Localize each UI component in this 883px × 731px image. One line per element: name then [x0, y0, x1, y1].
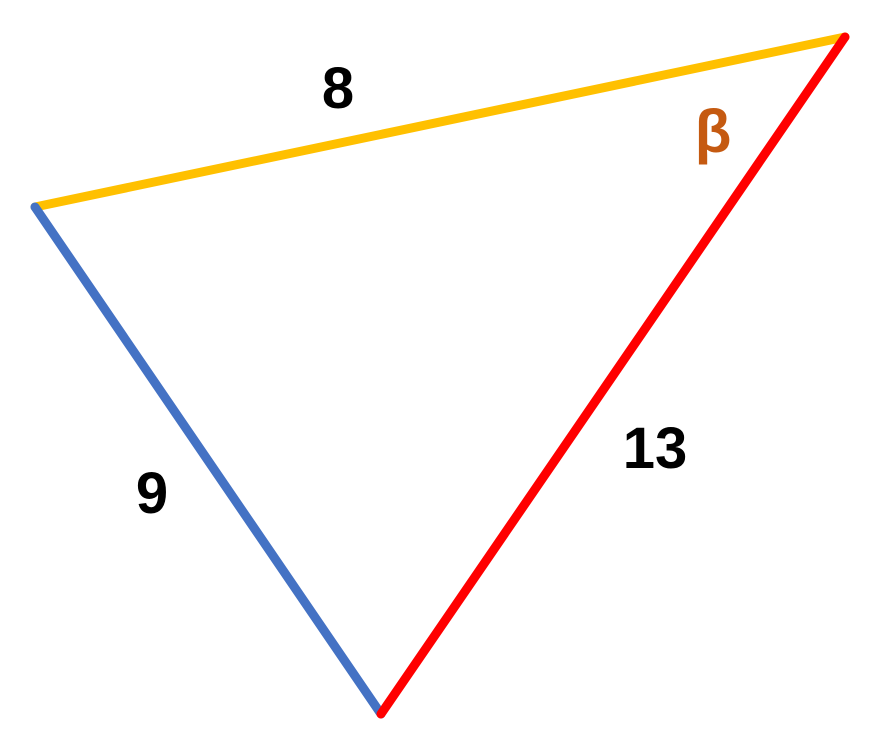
side-left — [30, 202, 386, 719]
side-right — [376, 32, 850, 719]
side-top — [30, 32, 850, 212]
angle-beta-label: β — [695, 98, 732, 165]
side-right-label: 13 — [623, 416, 688, 481]
side-left-label: 9 — [136, 461, 168, 526]
side-top-label: 8 — [322, 56, 354, 121]
